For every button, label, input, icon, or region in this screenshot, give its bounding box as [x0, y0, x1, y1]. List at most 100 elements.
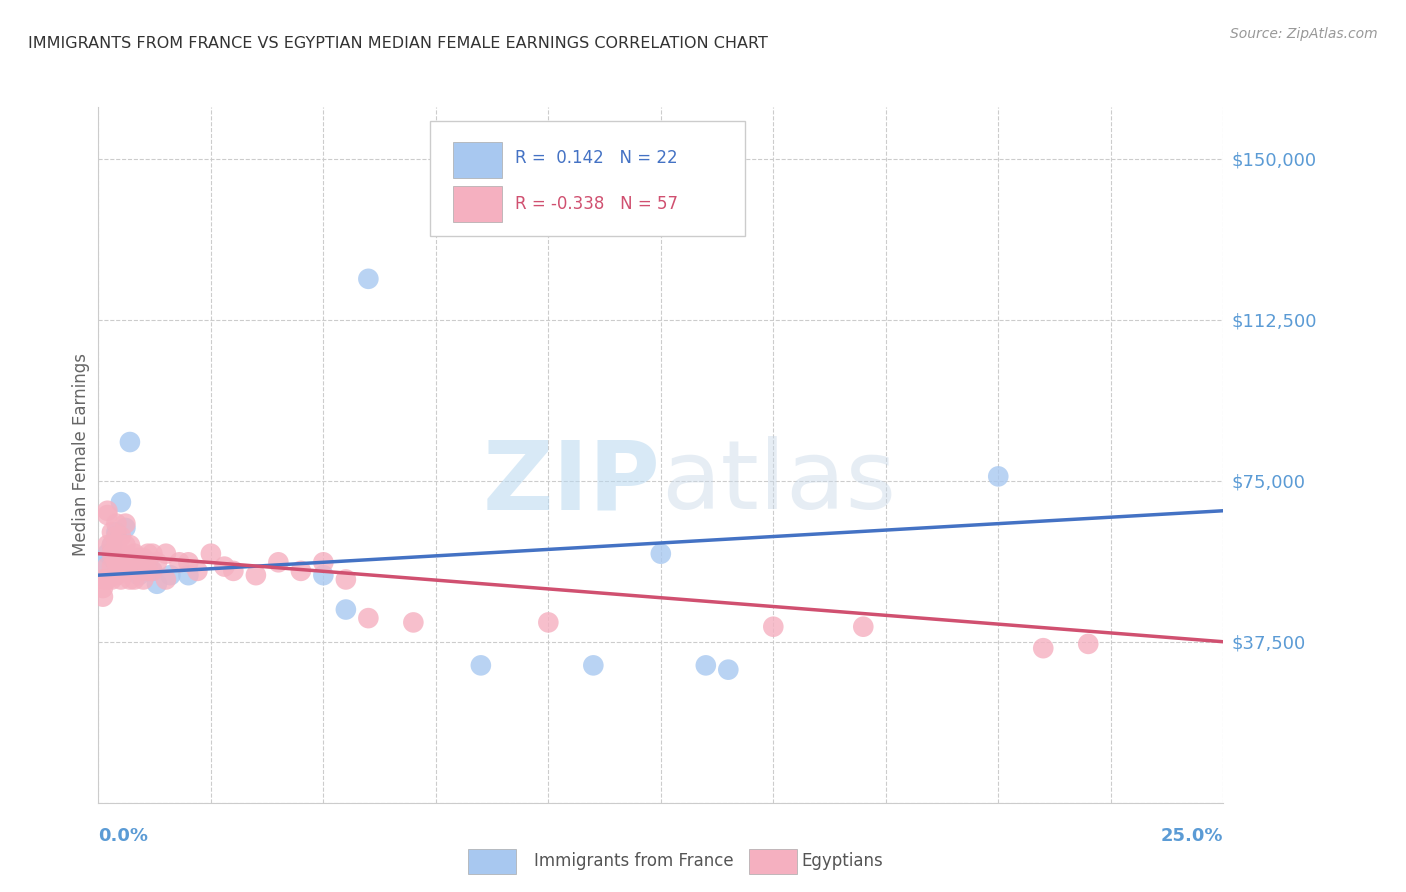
Point — [110, 559, 132, 574]
Point — [695, 658, 717, 673]
Point — [357, 272, 380, 286]
Point — [136, 564, 159, 578]
Point — [402, 615, 425, 630]
Point — [110, 573, 132, 587]
Point — [114, 564, 136, 578]
Point — [582, 658, 605, 673]
Text: Source: ZipAtlas.com: Source: ZipAtlas.com — [1230, 27, 1378, 41]
Point — [110, 529, 132, 543]
Point — [96, 538, 118, 552]
Point — [118, 538, 141, 552]
Point — [762, 620, 785, 634]
Point — [105, 538, 128, 552]
Point — [128, 551, 150, 566]
Point — [96, 547, 118, 561]
Point — [101, 538, 124, 552]
Point — [101, 547, 124, 561]
Point — [124, 555, 146, 569]
Point — [987, 469, 1010, 483]
Point — [169, 555, 191, 569]
Text: IMMIGRANTS FROM FRANCE VS EGYPTIAN MEDIAN FEMALE EARNINGS CORRELATION CHART: IMMIGRANTS FROM FRANCE VS EGYPTIAN MEDIA… — [28, 36, 768, 51]
Text: Egyptians: Egyptians — [801, 852, 883, 870]
FancyBboxPatch shape — [453, 186, 502, 222]
Point — [132, 564, 155, 578]
Point — [312, 555, 335, 569]
Point — [128, 564, 150, 578]
Point — [91, 573, 114, 587]
Point — [105, 516, 128, 531]
Point — [105, 525, 128, 540]
Point — [110, 555, 132, 569]
Point — [96, 508, 118, 522]
Point — [101, 525, 124, 540]
Point — [357, 611, 380, 625]
Point — [128, 568, 150, 582]
Point — [91, 559, 114, 574]
Point — [101, 573, 124, 587]
Point — [335, 602, 357, 616]
Point — [537, 615, 560, 630]
Point — [110, 495, 132, 509]
Point — [136, 555, 159, 569]
Point — [114, 516, 136, 531]
Text: R = -0.338   N = 57: R = -0.338 N = 57 — [515, 194, 678, 213]
Point — [91, 590, 114, 604]
Point — [177, 568, 200, 582]
Point — [1032, 641, 1054, 656]
Point — [717, 663, 740, 677]
Point — [146, 576, 169, 591]
Point — [124, 559, 146, 574]
Point — [186, 564, 208, 578]
Text: 25.0%: 25.0% — [1161, 827, 1223, 845]
Point — [312, 568, 335, 582]
FancyBboxPatch shape — [430, 121, 745, 235]
Point — [200, 547, 222, 561]
Point — [91, 581, 114, 595]
Point — [852, 620, 875, 634]
Point — [650, 547, 672, 561]
Point — [96, 504, 118, 518]
Point — [159, 568, 181, 582]
Point — [132, 573, 155, 587]
Point — [96, 573, 118, 587]
Text: R =  0.142   N = 22: R = 0.142 N = 22 — [515, 149, 678, 167]
Point — [267, 555, 290, 569]
Point — [146, 555, 169, 569]
Point — [124, 547, 146, 561]
Text: 0.0%: 0.0% — [98, 827, 149, 845]
Point — [105, 529, 128, 543]
Point — [96, 559, 118, 574]
Point — [155, 573, 177, 587]
Point — [101, 551, 124, 566]
Point — [245, 568, 267, 582]
Text: ZIP: ZIP — [482, 436, 661, 529]
Point — [141, 564, 163, 578]
Point — [118, 573, 141, 587]
Point — [124, 573, 146, 587]
Point — [290, 564, 312, 578]
Point — [177, 555, 200, 569]
Point — [141, 547, 163, 561]
Point — [136, 547, 159, 561]
Text: atlas: atlas — [661, 436, 896, 529]
Point — [1077, 637, 1099, 651]
Point — [335, 573, 357, 587]
Point — [155, 547, 177, 561]
Point — [101, 559, 124, 574]
Point — [114, 538, 136, 552]
Point — [101, 538, 124, 552]
Point — [222, 564, 245, 578]
Point — [118, 435, 141, 450]
Y-axis label: Median Female Earnings: Median Female Earnings — [72, 353, 90, 557]
FancyBboxPatch shape — [453, 142, 502, 178]
Point — [114, 521, 136, 535]
Point — [470, 658, 492, 673]
Point — [105, 568, 128, 582]
Point — [110, 547, 132, 561]
Point — [114, 551, 136, 566]
Point — [141, 564, 163, 578]
Point — [132, 551, 155, 566]
Point — [214, 559, 236, 574]
Point — [118, 555, 141, 569]
Text: Immigrants from France: Immigrants from France — [534, 852, 734, 870]
